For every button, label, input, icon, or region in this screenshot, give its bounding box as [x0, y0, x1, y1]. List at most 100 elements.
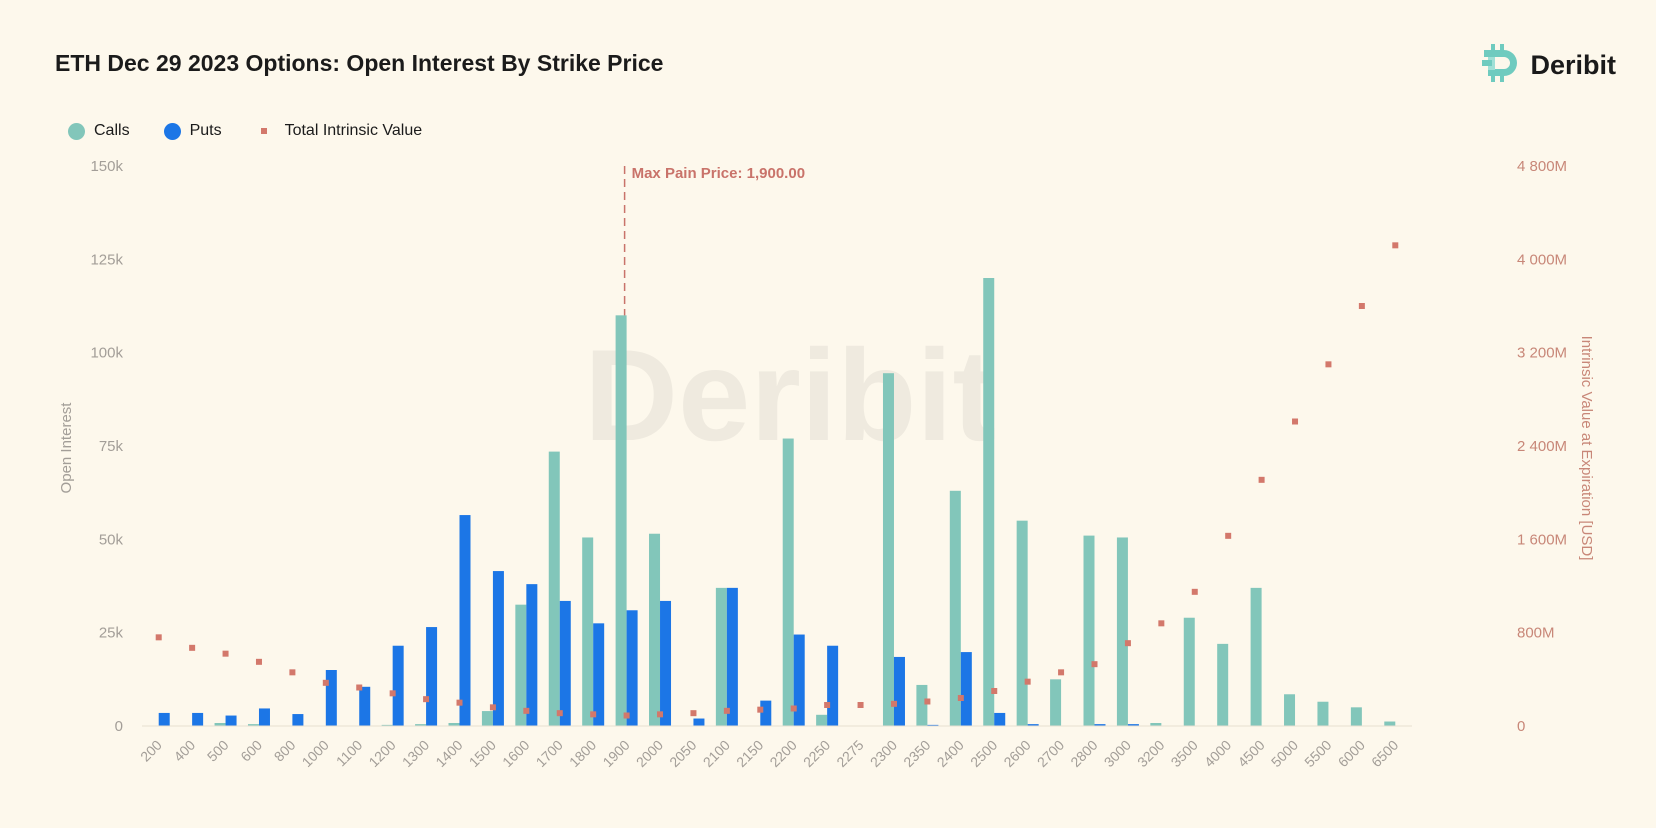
- point-intrinsic-1800[interactable]: [590, 711, 597, 718]
- bar-puts-200[interactable]: [158, 712, 170, 726]
- legend-item-puts[interactable]: Puts: [163, 122, 222, 140]
- bar-puts-1800[interactable]: [593, 623, 605, 726]
- bar-calls-600[interactable]: [247, 724, 259, 726]
- point-intrinsic-4500[interactable]: [1258, 476, 1265, 483]
- bar-calls-1900[interactable]: [615, 315, 627, 726]
- point-intrinsic-2050[interactable]: [690, 710, 697, 717]
- bar-calls-1400[interactable]: [448, 723, 460, 726]
- bar-calls-2000[interactable]: [649, 533, 661, 726]
- point-intrinsic-1500[interactable]: [489, 704, 496, 711]
- bar-puts-2100[interactable]: [726, 587, 738, 726]
- bar-calls-1200[interactable]: [381, 724, 393, 726]
- bar-puts-2800[interactable]: [1094, 724, 1106, 726]
- point-intrinsic-2300[interactable]: [890, 700, 897, 707]
- point-intrinsic-1600[interactable]: [523, 707, 530, 714]
- legend-item-calls[interactable]: Calls: [68, 122, 130, 140]
- point-intrinsic-600[interactable]: [255, 658, 262, 665]
- bar-puts-2300[interactable]: [893, 656, 905, 726]
- point-intrinsic-1100[interactable]: [356, 684, 363, 691]
- bar-calls-1500[interactable]: [481, 711, 493, 726]
- bar-calls-3000[interactable]: [1116, 537, 1128, 726]
- point-intrinsic-2600[interactable]: [1024, 678, 1031, 685]
- bar-puts-2600[interactable]: [1027, 724, 1039, 726]
- bar-puts-400[interactable]: [192, 712, 204, 726]
- bar-calls-1600[interactable]: [515, 604, 527, 726]
- point-intrinsic-5000[interactable]: [1292, 418, 1299, 425]
- bar-puts-2500[interactable]: [994, 712, 1006, 726]
- bar-puts-1100[interactable]: [359, 686, 371, 726]
- bar-puts-1700[interactable]: [559, 600, 571, 726]
- bar-puts-2350[interactable]: [927, 724, 939, 726]
- bar-calls-2350[interactable]: [916, 684, 928, 726]
- bar-puts-2150[interactable]: [760, 700, 772, 726]
- point-intrinsic-1000[interactable]: [322, 679, 329, 686]
- bar-puts-1000[interactable]: [325, 670, 337, 726]
- point-intrinsic-200[interactable]: [155, 634, 162, 641]
- point-intrinsic-2150[interactable]: [757, 706, 764, 713]
- bar-puts-1600[interactable]: [526, 584, 538, 726]
- bar-calls-6500[interactable]: [1384, 721, 1396, 726]
- point-intrinsic-500[interactable]: [222, 650, 229, 657]
- point-intrinsic-2000[interactable]: [657, 711, 664, 718]
- point-intrinsic-800[interactable]: [289, 669, 296, 676]
- bar-calls-5000[interactable]: [1284, 694, 1296, 726]
- bar-calls-2300[interactable]: [882, 373, 894, 726]
- point-intrinsic-3500[interactable]: [1191, 588, 1198, 595]
- point-intrinsic-2350[interactable]: [924, 698, 931, 705]
- point-intrinsic-3200[interactable]: [1158, 620, 1165, 627]
- bar-puts-3000[interactable]: [1127, 724, 1139, 726]
- bar-puts-1900[interactable]: [626, 610, 638, 726]
- legend-item-intrinsic[interactable]: Total Intrinsic Value: [256, 122, 422, 140]
- bar-calls-500[interactable]: [214, 723, 226, 726]
- bar-calls-4000[interactable]: [1217, 643, 1229, 726]
- point-intrinsic-2200[interactable]: [790, 705, 797, 712]
- bar-calls-2800[interactable]: [1083, 535, 1095, 726]
- bar-calls-4500[interactable]: [1250, 587, 1262, 726]
- bar-puts-1200[interactable]: [392, 645, 404, 726]
- point-intrinsic-1300[interactable]: [423, 696, 430, 703]
- point-intrinsic-2500[interactable]: [991, 688, 998, 694]
- point-intrinsic-1900[interactable]: [623, 712, 630, 719]
- bar-puts-600[interactable]: [258, 708, 270, 726]
- bar-puts-2250[interactable]: [827, 645, 839, 726]
- point-intrinsic-5500[interactable]: [1325, 361, 1332, 368]
- bar-calls-2500[interactable]: [983, 278, 995, 726]
- point-intrinsic-1400[interactable]: [456, 699, 463, 706]
- bar-calls-2250[interactable]: [816, 714, 828, 726]
- bar-puts-2200[interactable]: [793, 634, 805, 726]
- point-intrinsic-3000[interactable]: [1124, 640, 1131, 647]
- point-intrinsic-6500[interactable]: [1392, 242, 1399, 249]
- bar-calls-2200[interactable]: [782, 438, 794, 726]
- point-intrinsic-2800[interactable]: [1091, 661, 1098, 668]
- point-intrinsic-1200[interactable]: [389, 690, 396, 697]
- bar-puts-1500[interactable]: [492, 571, 504, 726]
- point-intrinsic-6000[interactable]: [1358, 303, 1365, 309]
- point-intrinsic-1700[interactable]: [556, 710, 563, 717]
- y-axis-right: 0 800M 1 600M 2 400M 3 200M 4 000M 4 800M: [1517, 158, 1567, 735]
- bar-calls-1300[interactable]: [415, 724, 427, 726]
- bar-puts-2000[interactable]: [660, 600, 672, 726]
- bar-calls-2600[interactable]: [1016, 520, 1028, 726]
- bar-calls-2700[interactable]: [1050, 679, 1062, 726]
- bar-puts-800[interactable]: [292, 714, 304, 726]
- bar-calls-1700[interactable]: [548, 451, 560, 726]
- bar-calls-2100[interactable]: [715, 587, 727, 726]
- bar-puts-1400[interactable]: [459, 515, 471, 726]
- bar-puts-500[interactable]: [225, 715, 237, 726]
- bar-puts-2050[interactable]: [693, 718, 705, 726]
- bar-calls-2400[interactable]: [949, 490, 961, 726]
- bar-calls-6000[interactable]: [1350, 707, 1362, 726]
- point-intrinsic-2250[interactable]: [824, 702, 831, 708]
- point-intrinsic-2700[interactable]: [1058, 669, 1065, 676]
- bar-puts-1300[interactable]: [426, 627, 438, 726]
- bar-calls-5500[interactable]: [1317, 701, 1329, 726]
- point-intrinsic-400[interactable]: [189, 644, 196, 651]
- point-intrinsic-2275[interactable]: [857, 702, 864, 708]
- bar-calls-3200[interactable]: [1150, 723, 1162, 726]
- bar-calls-1800[interactable]: [582, 537, 594, 726]
- bar-puts-2400[interactable]: [960, 652, 972, 726]
- point-intrinsic-4000[interactable]: [1225, 532, 1232, 539]
- point-intrinsic-2100[interactable]: [723, 707, 730, 714]
- point-intrinsic-2400[interactable]: [957, 695, 964, 701]
- bar-calls-3500[interactable]: [1183, 617, 1195, 726]
